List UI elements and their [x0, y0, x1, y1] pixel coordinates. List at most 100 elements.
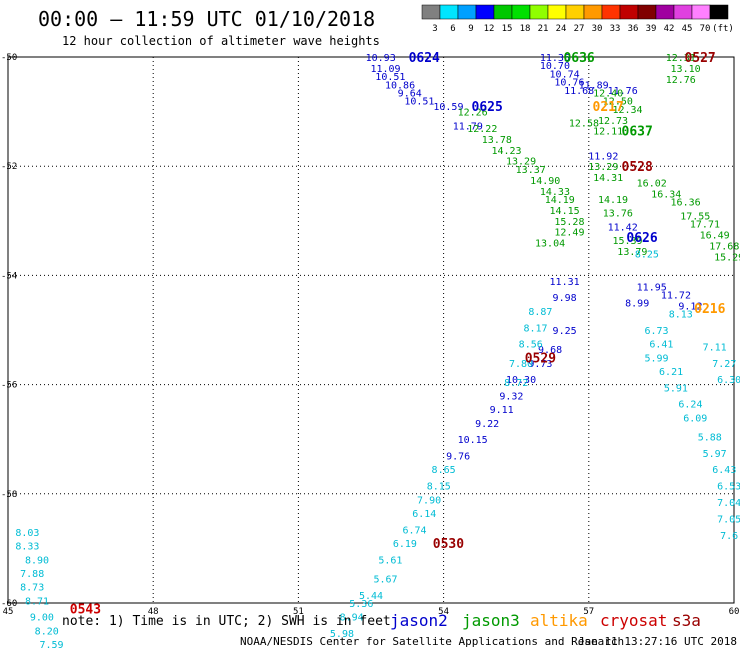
wave-height-point: 8.71	[25, 596, 49, 607]
wave-height-point: 8.90	[25, 555, 49, 566]
wave-height-point: 12.22	[467, 124, 497, 135]
wave-height-point: 12.49	[554, 228, 584, 239]
wave-height-point: 13.37	[516, 165, 546, 176]
wave-height-point: 8.17	[524, 323, 548, 334]
pass-label: 0527	[684, 51, 715, 66]
wave-height-point: 8.99	[625, 299, 649, 310]
wave-height-point: 6.19	[393, 539, 417, 550]
wave-height-point: 13.29	[506, 157, 536, 168]
pass-label: 0530	[433, 537, 464, 552]
wave-height-point: 12.76	[666, 75, 696, 86]
wave-height-point: 16.36	[671, 198, 701, 209]
wave-height-point: 14.19	[598, 195, 628, 206]
x-tick-label: 45	[3, 607, 14, 617]
wave-height-point: 14.23	[491, 146, 521, 157]
color-scale-label: (ft)	[712, 24, 734, 34]
wave-height-point: 8.33	[15, 542, 39, 553]
grid-lines	[8, 57, 734, 603]
satellite-legend: jason2 jason3 altika cryosat s3a	[390, 611, 701, 630]
y-tick-label: -50	[1, 53, 17, 63]
wave-height-point: 8.25	[635, 250, 659, 261]
pass-label: 0624	[409, 51, 440, 66]
wave-height-point: 6.41	[649, 340, 673, 351]
wave-height-point: 12.58	[569, 119, 599, 130]
wave-height-point: 9.98	[553, 293, 577, 304]
wave-height-point: 13.78	[482, 135, 512, 146]
wave-height-point: 7.05	[717, 514, 740, 525]
wave-height-point: 14.19	[545, 195, 575, 206]
color-swatch	[493, 4, 513, 20]
pass-label: 0543	[70, 602, 101, 617]
wave-height-point: 11.68	[564, 86, 594, 97]
wave-height-point: 10.74	[550, 69, 580, 80]
wave-height-point: 7.27	[712, 359, 736, 370]
wave-height-point: 6.24	[678, 400, 702, 411]
wave-height-point: 9.25	[553, 326, 577, 337]
pass-label: 0626	[626, 231, 657, 246]
wave-height-point: 5.99	[645, 353, 669, 364]
x-tick-label: 51	[293, 607, 304, 617]
wave-height-point: 13.04	[535, 239, 565, 250]
color-scale-label: 45	[682, 24, 693, 34]
pass-label: 0637	[622, 125, 653, 140]
wave-height-point: 13.29	[588, 162, 618, 173]
wave-height-point: 8.87	[528, 307, 552, 318]
wave-height-point: 6.30	[717, 375, 740, 386]
pass-label: 0217	[593, 100, 624, 115]
wave-height-point: 17.68	[709, 241, 739, 252]
wave-height-point: 7.6	[720, 531, 738, 542]
color-scale-label: 33	[610, 24, 621, 34]
wave-height-point: 12.73	[598, 116, 628, 127]
wave-height-point: 10.51	[404, 97, 434, 108]
color-swatch	[583, 4, 603, 20]
wave-height-point: 11.31	[550, 277, 580, 288]
wave-height-point: 7.90	[417, 495, 441, 506]
plot-frame	[7, 56, 735, 604]
chart-subtitle: 12 hour collection of altimeter wave hei…	[62, 34, 380, 48]
wave-height-point: 13.79	[617, 247, 647, 258]
wave-height-point: 9.11	[490, 405, 514, 416]
generated-timestamp: Jan 11 13:27:16 UTC 2018	[578, 635, 737, 648]
wave-height-point: 9.00	[30, 613, 54, 624]
chart-title: 00:00 – 11:59 UTC 01/10/2018	[38, 7, 375, 31]
wave-height-point: 9.68	[538, 345, 562, 356]
wave-height-point: 14.90	[530, 176, 560, 187]
wave-height-point: 5.67	[373, 574, 397, 585]
wave-height-point: 11.42	[608, 222, 638, 233]
wave-height-point: 13.76	[603, 209, 633, 220]
wave-height-point: 7.88	[20, 569, 44, 580]
wave-height-point: 7.59	[40, 640, 64, 650]
legend-item-cryosat: cryosat	[600, 611, 667, 630]
y-tick-label: -52	[1, 162, 17, 172]
color-scale-label: 15	[502, 24, 513, 34]
wave-height-point: 15.28	[554, 217, 584, 228]
color-swatch	[673, 4, 693, 20]
pass-labels: 0624 0625 0626 0636 0637 0217 0216 0527 0528 0529…	[70, 51, 726, 617]
wave-height-point: 13.10	[671, 64, 701, 75]
color-swatch	[457, 4, 477, 20]
wave-height-point: 6.53	[717, 482, 740, 493]
color-swatch	[421, 4, 441, 20]
color-swatch	[475, 4, 495, 20]
color-scale-label: 42	[664, 24, 675, 34]
wave-height-point: 12.50	[603, 97, 633, 108]
wave-height-point: 10.51	[375, 72, 405, 83]
wave-height-point: 10.93	[366, 53, 396, 64]
wave-height-point: 8.73	[20, 583, 44, 594]
axis-tick-labels: 45 48 51 54 57 60 -50 -52 -54 -56 -58 -60	[1, 53, 739, 617]
wave-height-point: 12.31	[666, 53, 696, 64]
wave-height-point: 14.15	[550, 206, 580, 217]
color-swatch	[601, 4, 621, 20]
wave-height-point: 10.86	[385, 80, 415, 91]
wave-height-point: 16.49	[700, 230, 730, 241]
wave-height-point: 6.43	[712, 465, 736, 476]
wave-height-point: 8.56	[519, 340, 543, 351]
y-tick-label: -58	[1, 490, 17, 500]
x-tick-label: 54	[438, 607, 449, 617]
wave-height-point: 14.33	[540, 187, 570, 198]
wave-height-point: 8.65	[432, 465, 456, 476]
color-swatch	[691, 4, 711, 20]
color-scale-label: 18	[520, 24, 531, 34]
wave-height-point: 10.59	[433, 102, 463, 113]
